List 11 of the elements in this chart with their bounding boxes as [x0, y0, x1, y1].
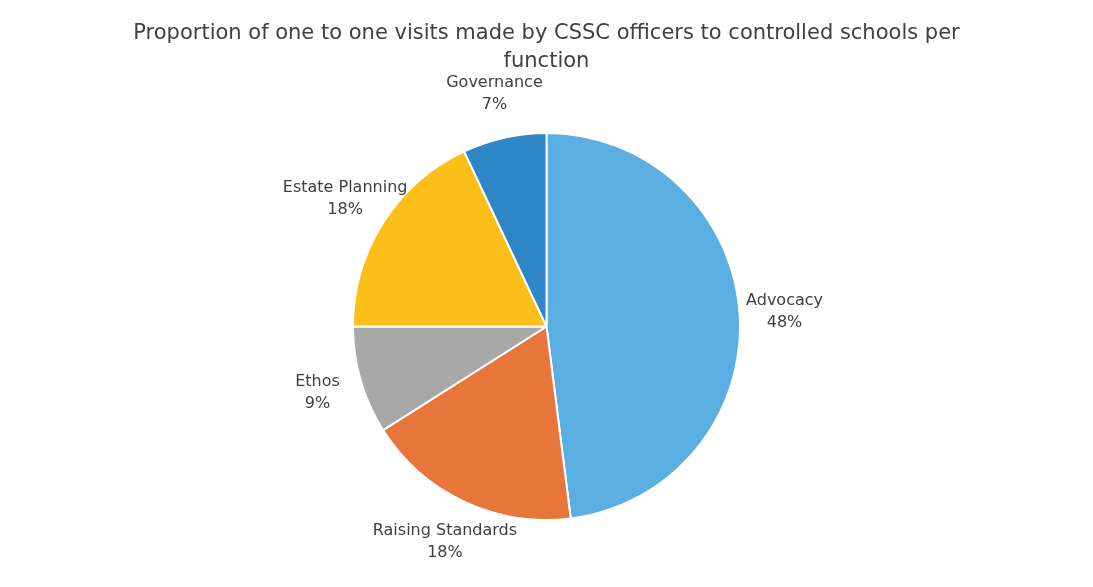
slice-label: Ethos — [295, 371, 340, 391]
data-label: 18% — [327, 198, 363, 218]
slice-label: Raising Standards — [372, 520, 518, 540]
chart-title: Proportion of one to one visits made by CSSC officers to controlled schools per function — [132, 19, 961, 74]
slice-label: Advocacy — [746, 289, 824, 309]
data-label: 7% — [481, 93, 508, 113]
slice-label: Estate Planning — [282, 176, 408, 196]
slice-label: Governance — [446, 71, 543, 91]
data-label: 18% — [427, 542, 463, 562]
data-label: 9% — [304, 393, 331, 413]
data-label: 48% — [766, 311, 803, 331]
